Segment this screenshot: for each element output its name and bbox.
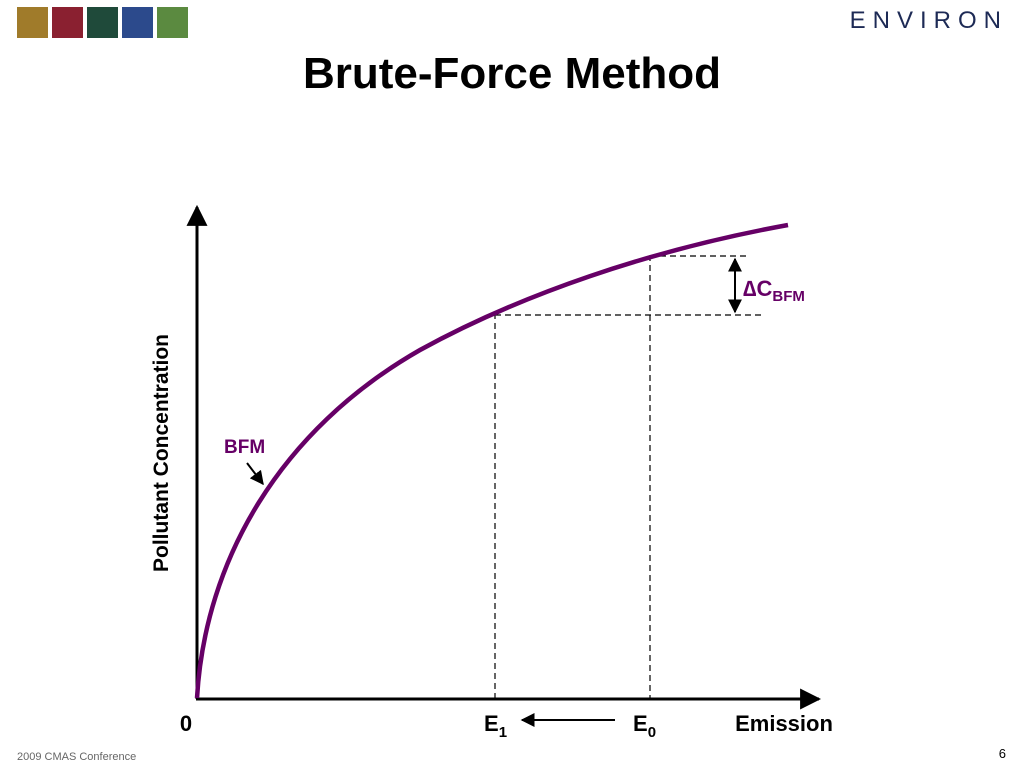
e0-main: E bbox=[633, 711, 648, 736]
e0-sub: 0 bbox=[648, 724, 656, 741]
thumbnail bbox=[17, 7, 48, 38]
thumbnail bbox=[122, 7, 153, 38]
logo: ENVIRON bbox=[850, 7, 1008, 34]
e0-label: E0 bbox=[633, 711, 656, 741]
thumbnails bbox=[17, 7, 188, 38]
e1-main: E bbox=[484, 711, 499, 736]
bfm-curve bbox=[194, 222, 789, 699]
slide-title: Brute-Force Method bbox=[303, 49, 721, 98]
delta-c-label: ∆CBFM bbox=[743, 276, 805, 305]
thumbnail bbox=[157, 7, 188, 38]
page-number: 6 bbox=[999, 746, 1006, 761]
thumbnail bbox=[87, 7, 118, 38]
delta-c-main: ∆C bbox=[743, 276, 772, 301]
curve-label-arrow bbox=[246, 462, 264, 486]
guides bbox=[494, 255, 765, 698]
thumbnail bbox=[52, 7, 83, 38]
e1-label: E1 bbox=[484, 711, 507, 741]
x-axis-label: Emission bbox=[735, 711, 833, 736]
curve-label: BFM bbox=[224, 437, 265, 458]
delta-c-sub: BFM bbox=[772, 288, 805, 305]
y-axis-label: Pollutant Concentration bbox=[150, 334, 173, 572]
e1-sub: 1 bbox=[499, 724, 507, 741]
footer-text: 2009 CMAS Conference bbox=[17, 751, 136, 763]
origin-label: 0 bbox=[180, 711, 192, 736]
